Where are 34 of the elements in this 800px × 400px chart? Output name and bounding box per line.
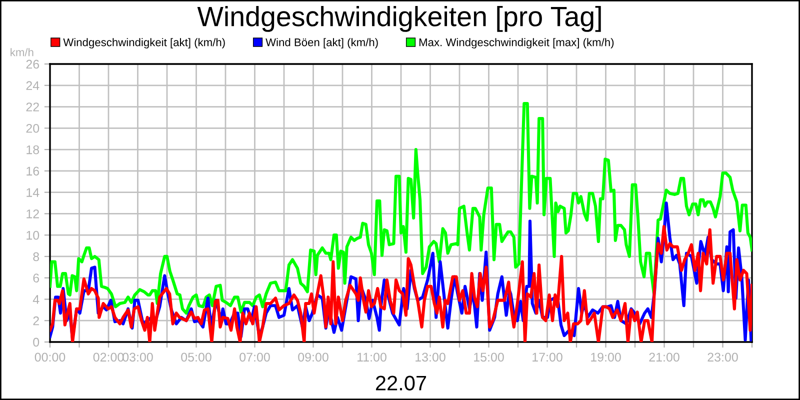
y-tick-label: 16	[26, 166, 40, 176]
x-tick-label: 19:00	[591, 352, 621, 362]
y-tick-label: 6	[33, 274, 40, 282]
x-tick-label: 09:00	[298, 352, 328, 362]
line-series	[50, 102, 752, 315]
y-tick-label: 0	[33, 338, 40, 347]
x-axis-title: 22.07	[376, 376, 426, 390]
x-tick-label: 02:00	[93, 352, 124, 362]
y-tick-label: 2	[33, 316, 39, 326]
x-tick-label: 23:00	[708, 352, 738, 362]
y-tick-label: 14	[26, 188, 40, 197]
y-tick-label: 22	[26, 102, 39, 112]
y-tick-label: 18	[26, 145, 40, 154]
legend-label: Wind Böen [akt] (km/h)	[266, 38, 378, 48]
legend-label: Max. Windgeschwindigkeit [max] (km/h)	[419, 38, 614, 48]
x-tick-label: 11:00	[358, 352, 386, 362]
y-axis-title: km/h	[10, 48, 34, 56]
y-tick-label: 20	[26, 124, 40, 133]
y-tick-label: 10	[26, 230, 40, 240]
x-tick-label: 05:00	[181, 352, 212, 362]
legend-label: Windgeschwindigkeit [akt] (km/h)	[63, 38, 225, 48]
x-tick-label: 13:00	[416, 352, 446, 362]
y-tick-label: 4	[32, 295, 40, 304]
y-tick-label: 24	[26, 81, 40, 90]
y-tick-label: 12	[26, 209, 39, 218]
y-tick-label: 8	[33, 252, 40, 262]
x-tick-label: 07:00	[240, 352, 270, 362]
x-tick-label: 03:00	[122, 352, 153, 362]
chart-title: Windgeschwindigkeiten [pro Tag]	[197, 6, 601, 32]
y-tick-label: 26	[26, 60, 40, 69]
x-tick-label: 17:00	[532, 352, 562, 362]
x-tick-label: 00:00	[34, 352, 66, 362]
x-tick-label: 15:00	[474, 352, 504, 362]
x-tick-label: 21:00	[649, 352, 680, 362]
